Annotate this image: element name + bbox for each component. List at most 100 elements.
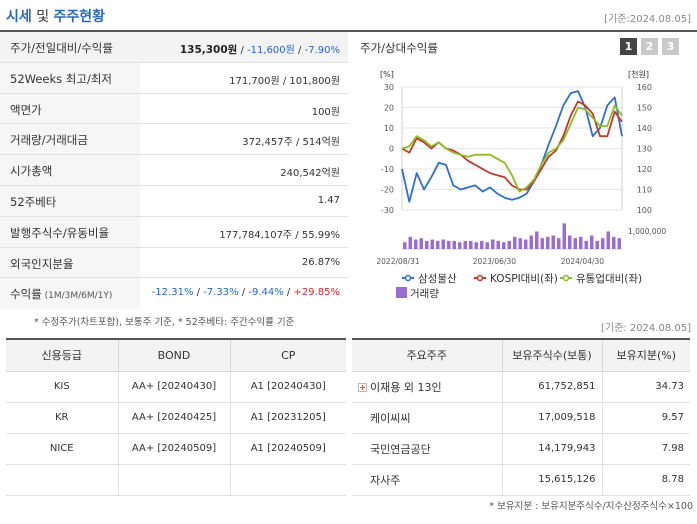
- table-row: 케이씨씨 17,009,518 9.57: [352, 402, 690, 434]
- bond-rating: AA+ [20240509]: [117, 433, 230, 465]
- shareholder-name-text[interactable]: 이재용 외 13인: [370, 380, 442, 394]
- rating-agency: KR: [6, 402, 118, 434]
- volume-bar: [579, 236, 583, 249]
- volume-bar: [535, 231, 539, 249]
- cp-rating: A1 [20231205]: [229, 402, 346, 434]
- shareholder-name: 국민연금공단: [352, 433, 502, 465]
- summary-value: 1.47: [317, 194, 340, 206]
- volume-bar: [491, 239, 495, 249]
- chart-page-2-button[interactable]: 2: [641, 38, 658, 55]
- volume-bar: [430, 239, 434, 249]
- value-sep: /: [241, 287, 249, 299]
- legend-volume-marker: [396, 287, 407, 298]
- volume-tick-label: 1,000,000: [628, 227, 666, 236]
- cp-rating: A1 [20240509]: [229, 433, 346, 465]
- right-tick-label: 150: [637, 104, 652, 113]
- current-price: 135,300원: [179, 44, 238, 56]
- share-percent: 9.57: [601, 402, 690, 434]
- price-summary-table: 주가/전일대비/수익률 135,300원 / -11,600원 / -7.90%…: [0, 32, 348, 309]
- right-tick-label: 130: [637, 145, 652, 154]
- expand-plus-icon[interactable]: [358, 383, 367, 392]
- left-tick-label: -30: [381, 206, 394, 215]
- table-row: KIS AA+ [20240430] A1 [20240430]: [6, 371, 346, 403]
- summary-row-par-value: 액면가 100원: [0, 94, 348, 125]
- left-tick-label: -20: [381, 186, 394, 195]
- summary-row-volume: 거래량/거래대금 372,457주 / 514억원: [0, 124, 348, 156]
- volume-bar: [513, 236, 517, 249]
- footnote: * 수정주가(차트포함), 보통주 기준, * 52주베타: 주간수익률 기준: [34, 317, 295, 328]
- chart-title: 주가/상대수익률: [360, 41, 438, 55]
- section-title: 시세 및 주주현황: [6, 6, 105, 26]
- rating-agency: KIS: [6, 371, 118, 403]
- volume-bar: [414, 239, 418, 249]
- shares-held: 17,009,518: [501, 402, 602, 434]
- label-column-bg: [0, 32, 140, 309]
- volume-bar: [452, 240, 456, 249]
- summary-row-market-cap: 시가총액 240,542억원: [0, 155, 348, 186]
- table-row: KR AA+ [20240425] A1 [20231205]: [6, 402, 346, 434]
- volume-bar: [480, 240, 484, 249]
- shares-held: 61,752,851: [501, 371, 602, 403]
- summary-value: -12.31% / -7.33% / -9.44% / +29.85%: [152, 287, 340, 298]
- chart-page-1-button[interactable]: 1: [620, 38, 637, 55]
- section-header: 시세 및 주주현황 [기준:2024.08.05]: [0, 0, 697, 32]
- base-date-secondary: [기준: 2024.08.05]: [600, 323, 691, 334]
- x-tick-label: 2022/08/31: [376, 257, 419, 266]
- summary-value: 240,542억원: [280, 168, 340, 180]
- table-row: 국민연금공단 14,179,943 7.98: [352, 433, 690, 465]
- volume-bar: [441, 239, 445, 249]
- volume-bar: [557, 238, 561, 249]
- volume-bar: [463, 240, 467, 249]
- return-1y: +29.85%: [293, 287, 340, 299]
- summary-row-price: 주가/전일대비/수익률 135,300원 / -11,600원 / -7.90%: [0, 32, 348, 63]
- series-line-3: [401, 104, 623, 193]
- volume-bar: [524, 239, 528, 249]
- volume-bar: [540, 238, 544, 249]
- header-divider: [0, 30, 697, 32]
- volume-bar: [518, 238, 522, 249]
- volume-bar: [612, 236, 616, 249]
- share-percent: 34.73: [601, 371, 690, 403]
- volume-bar: [529, 235, 533, 249]
- summary-row-beta: 52주베타 1.47: [0, 186, 348, 217]
- value-sep: /: [237, 45, 248, 56]
- value-sep: /: [286, 287, 294, 299]
- volume-bar: [474, 242, 478, 249]
- volume-bar: [584, 240, 588, 249]
- volume-bar: [502, 242, 506, 249]
- series-line-1: [401, 90, 623, 203]
- shares-held: 14,179,943: [501, 433, 602, 465]
- summary-row-foreign: 외국인지분율 26.87%: [0, 248, 348, 279]
- legend-marker: [404, 274, 412, 282]
- right-tick-label: 110: [637, 186, 652, 195]
- base-date: [기준:2024.08.05]: [604, 14, 691, 25]
- table-row: 자사주 15,615,126 8.78: [352, 464, 690, 496]
- legend-label: 거래량: [410, 288, 439, 300]
- left-tick-label: 20: [384, 104, 394, 113]
- bond-rating: AA+ [20240425]: [117, 402, 230, 434]
- left-tick-label: 30: [384, 83, 394, 92]
- volume-bar: [496, 240, 500, 249]
- shareholder-note: * 보유지분 : 보유지분주식수/지수산정주식수×100: [489, 501, 693, 512]
- volume-bar: [551, 235, 555, 249]
- title-price: 시세: [6, 9, 32, 25]
- return-6m: -9.44%: [248, 287, 284, 299]
- right-tick-label: 140: [637, 124, 652, 133]
- price-change: -11,600원: [247, 45, 295, 56]
- table-row: NICE AA+ [20240509] A1 [20240509]: [6, 433, 346, 465]
- summary-row-shares: 발행주식수/유동비율 177,784,107주 / 55.99%: [0, 217, 348, 248]
- volume-bar: [590, 235, 594, 249]
- legend-label: KOSPI대비(좌): [490, 273, 558, 285]
- summary-row-returns: 수익률 (1M/3M/6M/1Y) -12.31% / -7.33% / -9.…: [0, 278, 348, 309]
- chart-page-3-button[interactable]: 3: [662, 38, 679, 55]
- summary-value: 372,457주 / 514억원: [242, 137, 340, 149]
- table-header-row: 신용등급 BOND CP: [6, 340, 346, 372]
- volume-bar: [617, 238, 621, 249]
- volume-bar: [425, 240, 429, 249]
- volume-bar: [419, 238, 423, 249]
- share-percent: 7.98: [601, 433, 690, 465]
- summary-label: 주가/전일대비/수익률: [10, 41, 113, 55]
- right-axis-unit: [천원]: [628, 69, 649, 79]
- volume-bar: [436, 240, 440, 249]
- summary-label: 52Weeks 최고/최저: [10, 71, 112, 86]
